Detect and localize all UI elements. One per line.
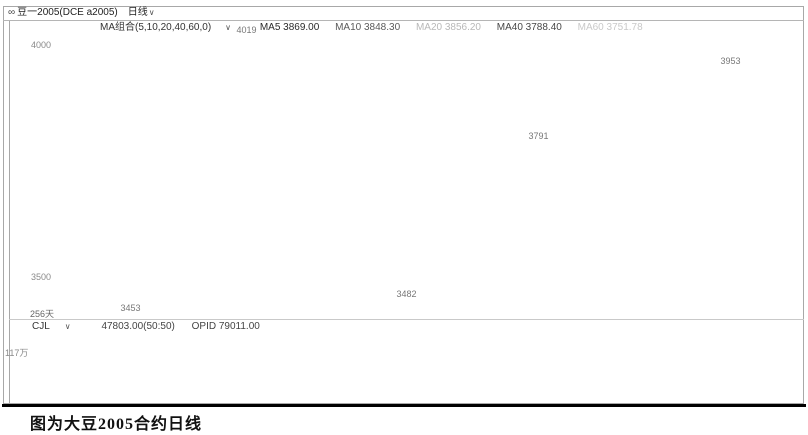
- link-icon: ∞: [8, 7, 16, 18]
- swing-label-3453: 3453: [120, 302, 141, 313]
- ma20-value: MA20 3856.20: [415, 22, 481, 33]
- chart-window-frame: [3, 6, 804, 404]
- swing-label-3482: 3482: [396, 289, 417, 300]
- opid-value: OPID 79011.00: [191, 321, 260, 332]
- ma40-value: MA40 3788.40: [496, 22, 562, 33]
- cjl-value: 47803.00(50:50): [101, 321, 175, 332]
- swing-label-3791: 3791: [528, 130, 549, 141]
- ma-legend-bar: MA组合(5,10,20,40,60,0) ∨ MA5 3869.00 MA10 …: [100, 22, 656, 34]
- figure-caption: 图为大豆2005合约日线: [30, 416, 203, 433]
- visible-days-label: 256天: [30, 309, 55, 319]
- panel-separator: [9, 319, 804, 320]
- period-dropdown[interactable]: 日线∨: [127, 7, 155, 18]
- title-bar: ∞ 豆一2005(DCE a2005) 日线∨: [3, 6, 804, 21]
- cjl-dropdown[interactable]: CJL ∨: [32, 321, 71, 332]
- chevron-down-icon: ∨: [148, 8, 155, 17]
- contract-title: 豆一2005(DCE a2005): [17, 7, 118, 18]
- price-tick-3500: 3500: [31, 272, 52, 282]
- plot-left-border: [9, 21, 10, 404]
- sub-indicator-bar: CJL ∨ 47803.00(50:50) OPID 79011.00: [32, 321, 274, 333]
- ma60-value: MA60 3751.78: [577, 22, 643, 33]
- ma5-value: MA5 3869.00: [259, 22, 320, 33]
- bottom-rule: [2, 404, 806, 407]
- ma10-value: MA10 3848.30: [335, 22, 401, 33]
- swing-label-3953: 3953: [720, 55, 741, 66]
- volume-tick-117w: 117万: [5, 348, 29, 358]
- ma-group-dropdown[interactable]: MA组合(5,10,20,40,60,0) ∨: [100, 22, 232, 33]
- chevron-down-icon: ∨: [64, 322, 71, 331]
- swing-label-4019: 4019: [236, 25, 257, 36]
- chevron-down-icon: ∨: [225, 23, 232, 32]
- price-tick-4000: 4000: [31, 40, 52, 50]
